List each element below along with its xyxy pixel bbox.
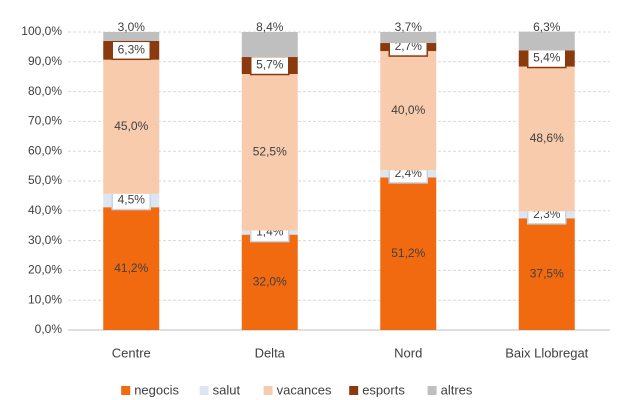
bar-segment — [380, 51, 437, 171]
x-tick-label: Centre — [112, 345, 151, 360]
y-tick-label: 50,0% — [28, 173, 62, 187]
y-tick-label: 60,0% — [28, 143, 62, 157]
y-tick-label: 30,0% — [28, 233, 62, 247]
bar-segment — [103, 207, 160, 330]
data-label: 5,4% — [533, 51, 561, 65]
y-tick-label: 90,0% — [28, 54, 62, 68]
data-label: 41,2% — [114, 261, 148, 275]
data-label: 6,3% — [533, 20, 561, 34]
bar-segment — [103, 32, 160, 41]
data-label: 37,5% — [530, 266, 564, 280]
legend-swatch — [121, 386, 131, 395]
y-tick-label: 10,0% — [28, 292, 62, 306]
legend-label: vacances — [277, 382, 332, 397]
bar-segment — [241, 32, 298, 58]
legend-label: esports — [362, 382, 405, 397]
y-tick-label: 70,0% — [28, 114, 62, 128]
legend-label: salut — [213, 382, 241, 397]
y-tick-label: 20,0% — [28, 263, 62, 277]
x-tick-label: Nord — [394, 345, 422, 360]
data-label: 48,6% — [530, 131, 564, 145]
legend-swatch — [199, 386, 209, 395]
bar-segment — [518, 66, 575, 212]
data-label: 40,0% — [391, 103, 425, 117]
bar-segment — [241, 74, 298, 231]
legend-swatch — [427, 386, 437, 395]
legend-swatch — [349, 386, 359, 395]
bar-segment — [380, 32, 437, 44]
data-label: 4,5% — [118, 193, 146, 207]
label-box — [111, 40, 151, 61]
x-tick-label: Delta — [255, 345, 286, 360]
legend-label: altres — [441, 382, 473, 397]
legend-swatch — [263, 386, 273, 395]
data-label: 51,2% — [391, 246, 425, 260]
y-tick-label: 100,0% — [21, 24, 62, 38]
data-label: 3,0% — [118, 20, 146, 34]
y-tick-label: 80,0% — [28, 84, 62, 98]
y-tick-label: 0,0% — [35, 322, 63, 336]
bar-segment — [518, 218, 575, 330]
data-label: 45,0% — [114, 119, 148, 133]
data-label: 3,7% — [395, 20, 423, 34]
bar-segment — [103, 59, 160, 194]
bar-segment — [380, 177, 437, 330]
x-tick-label: Baix Llobregat — [505, 345, 588, 360]
bar-segment — [518, 31, 575, 51]
data-label: 6,3% — [118, 42, 146, 56]
y-tick-label: 40,0% — [28, 203, 62, 217]
bar-segment — [241, 234, 298, 330]
data-label: 8,4% — [256, 20, 284, 34]
data-label: 52,5% — [253, 144, 287, 158]
data-label: 5,7% — [256, 58, 284, 72]
legend-label: negocis — [134, 382, 179, 397]
data-label: 32,0% — [253, 274, 287, 288]
